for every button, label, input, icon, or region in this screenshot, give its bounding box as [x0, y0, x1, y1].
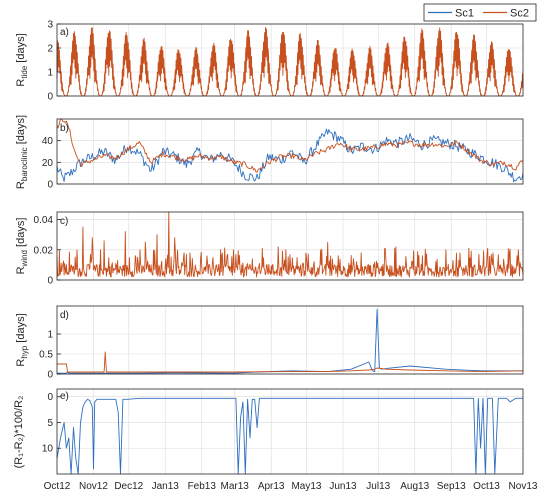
x-tick-label: Feb13 — [188, 481, 217, 492]
y-tick-label: 2 — [47, 44, 53, 55]
y-tick-label: 0 — [47, 92, 53, 103]
y-tick-label: 0 — [47, 276, 53, 287]
panel-d-yticks: 00.51 — [39, 330, 61, 381]
y-tick-label: 0 — [47, 392, 53, 403]
series-sc1-baroclinic — [56, 128, 524, 183]
panel-b-traces — [56, 118, 524, 183]
y-tick-label: 0.04 — [34, 215, 54, 226]
panel-d-ylabel: Rhyp [days] — [15, 313, 29, 366]
y-tick-label: 1 — [47, 330, 53, 341]
panel-c-ylabel: Rwind [days] — [15, 218, 29, 275]
y-tick-label: 3 — [47, 20, 53, 31]
series-sc1-difference — [56, 397, 523, 475]
x-tick-label: Nov13 — [509, 481, 538, 492]
panel-a-frame — [56, 23, 524, 97]
x-tick-label: Apr13 — [258, 481, 285, 492]
y-tick-label: 40 — [42, 136, 54, 147]
panel-c-traces — [56, 211, 524, 278]
series-sc2-wind — [56, 211, 524, 278]
panel-b-ylabel: Rbaroclinic [days] — [15, 115, 29, 189]
panel-a-ylabel: Rtide [days] — [15, 33, 29, 86]
x-tick-label: Dec12 — [114, 481, 143, 492]
series-sc2-tide — [56, 27, 524, 97]
y-tick-label: 20 — [42, 158, 54, 169]
panel-a-yticks: 0 1 2 3 — [47, 20, 61, 103]
panel-a-tide: a) 0 1 2 3 Rtide [days] — [15, 20, 524, 103]
panel-e-frame — [56, 388, 524, 475]
series-sc2-hyp — [57, 351, 524, 373]
panel-c-yticks: 0 0.02 0.04 — [34, 215, 61, 287]
legend-label-sc2: Sc2 — [510, 8, 529, 20]
y-tick-label: 0.02 — [34, 245, 54, 256]
y-tick-label: 1 — [47, 68, 53, 79]
panel-a-label: a) — [60, 27, 69, 38]
legend-label-sc1: Sc1 — [455, 8, 474, 20]
panel-c-label: c) — [60, 216, 68, 227]
x-tick-label: Jul13 — [366, 481, 390, 492]
x-tick-label: Oct12 — [44, 481, 71, 492]
panel-b-yticks: 0 20 40 — [42, 136, 61, 191]
x-tick-label: Oct13 — [473, 481, 500, 492]
x-tick-label: Nov12 — [79, 481, 108, 492]
panel-b-frame — [56, 118, 524, 185]
panel-c-wind: c) 0 0.02 0.04 Rwind [days] — [15, 211, 524, 287]
y-tick-label: 0.5 — [39, 350, 53, 361]
y-tick-label: 5 — [47, 418, 53, 429]
panel-d-traces — [57, 308, 524, 374]
x-tick-label: Sep13 — [437, 481, 466, 492]
panel-e-label: e) — [60, 391, 69, 402]
panel-d-label: d) — [60, 310, 69, 321]
panel-c-frame — [56, 211, 524, 281]
x-tick-label: Jun13 — [329, 481, 357, 492]
panel-e-ylabel: (R₁-R₂)*100/R₂ — [13, 396, 25, 469]
y-tick-label: 0 — [47, 180, 53, 191]
x-tick-label: May13 — [291, 481, 321, 492]
x-tick-label: Jan13 — [152, 481, 180, 492]
series-sc1-hyp — [57, 308, 523, 374]
y-tick-label: 10 — [42, 444, 54, 455]
panel-e-grid — [57, 389, 523, 474]
panel-b-label: b) — [60, 123, 69, 134]
panel-d-grid — [57, 306, 523, 375]
x-tick-label: Aug13 — [400, 481, 429, 492]
panel-e-traces — [56, 397, 523, 475]
panel-e-yticks: 0 5 10 — [42, 392, 61, 455]
panel-d-frame — [56, 305, 524, 375]
x-axis-tick-labels: Oct12 Nov12 Dec12 Jan13 Feb13 Mar13 Apr13 May13… — [44, 481, 538, 492]
y-tick-label: 0 — [47, 370, 53, 381]
legend: Sc1 Sc2 — [423, 3, 537, 22]
panel-a-traces — [56, 27, 524, 97]
panel-b-baroclinic: b) 0 20 40 Rbaroclinic [days] — [15, 115, 524, 191]
series-sc2-baroclinic — [56, 118, 524, 173]
panel-d-hyp: d) 00.51 Rhyp [days] — [15, 305, 524, 381]
x-tick-label: Mar13 — [221, 481, 250, 492]
legend-box — [423, 3, 537, 22]
panel-e-difference: e) 0 5 10 (R₁-R₂)*100/R₂ — [13, 388, 524, 475]
